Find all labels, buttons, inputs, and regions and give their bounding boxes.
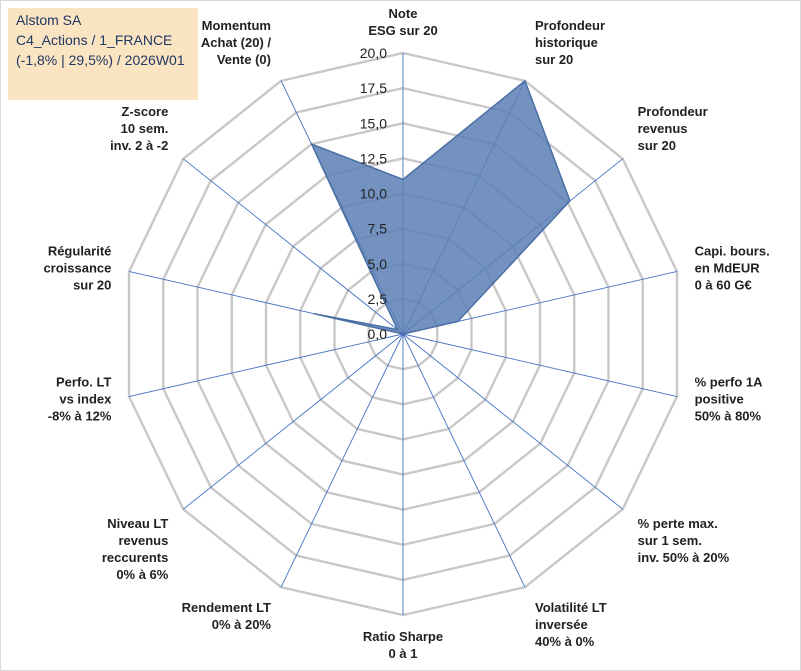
axis-label-13-line-1: Achat (20) / xyxy=(201,35,271,50)
axis-label-1: Profondeur historique sur 20 xyxy=(535,18,605,67)
title-range-week: (-1,8% | 29,5%) / 2026W01 xyxy=(16,52,185,68)
axis-label-7-line-0: Ratio Sharpe xyxy=(363,629,443,644)
axis-label-11-line-0: Régularité xyxy=(48,243,112,258)
axis-label-0-line-0: Note xyxy=(389,6,418,21)
axis-label-11-line-2: sur 20 xyxy=(73,277,111,292)
tick-label-0: 0,0 xyxy=(368,326,388,342)
axis-label-11: Régularité croissance sur 20 xyxy=(43,243,111,292)
axis-label-6-line-2: 40% à 0% xyxy=(535,634,595,649)
title-company: Alstom SA xyxy=(16,12,82,28)
axis-label-5-line-1: sur 1 sem. xyxy=(638,533,702,548)
spoke-5 xyxy=(402,333,623,510)
axis-label-3-line-2: 0 à 60 G€ xyxy=(695,277,752,292)
tick-label-6: 15,0 xyxy=(360,115,387,131)
tick-label-2: 5,0 xyxy=(368,256,388,272)
axis-label-9-line-1: revenus xyxy=(118,533,168,548)
axis-label-4-line-0: % perfo 1A xyxy=(695,375,764,390)
tick-label-7: 17,5 xyxy=(360,80,387,96)
axis-label-2-line-1: revenus xyxy=(638,121,688,136)
axis-label-7: Ratio Sharpe 0 à 1 xyxy=(363,629,443,661)
radar-axis-labels: Note ESG sur 20 Profondeur historique sur 20… xyxy=(43,6,769,661)
spoke-9 xyxy=(183,333,404,510)
axis-label-5: % perte max. sur 1 sem. inv. 50% à 20% xyxy=(638,516,730,565)
radar-series xyxy=(310,79,571,335)
axis-label-11-line-1: croissance xyxy=(43,260,111,275)
axis-label-3-line-0: Capi. bours. xyxy=(695,243,770,258)
axis-label-0: Note ESG sur 20 xyxy=(368,6,437,38)
axis-label-12-line-1: 10 sem. xyxy=(121,121,169,136)
axis-label-2-line-2: sur 20 xyxy=(638,138,676,153)
axis-label-4-line-1: positive xyxy=(695,392,744,407)
axis-label-1-line-0: Profondeur xyxy=(535,18,605,33)
axis-label-12-line-0: Z-score xyxy=(121,104,168,119)
axis-label-6-line-1: inversée xyxy=(535,617,588,632)
axis-label-6-line-0: Volatilité LT xyxy=(535,600,607,615)
tick-label-8: 20,0 xyxy=(360,45,387,61)
axis-label-9-line-0: Niveau LT xyxy=(107,516,168,531)
axis-label-0-line-1: ESG sur 20 xyxy=(368,23,437,38)
axis-label-1-line-2: sur 20 xyxy=(535,52,573,67)
axis-label-9: Niveau LT revenus reccurents 0% à 6% xyxy=(102,516,169,582)
axis-label-9-line-3: 0% à 6% xyxy=(116,567,168,582)
series-area xyxy=(310,79,571,335)
axis-label-8: Rendement LT 0% à 20% xyxy=(182,600,272,632)
chart-title-box: Alstom SA C4_Actions / 1_FRANCE (-1,8% |… xyxy=(8,8,198,100)
axis-label-6: Volatilité LT inversée 40% à 0% xyxy=(535,600,607,649)
axis-label-9-line-2: reccurents xyxy=(102,550,168,565)
tick-label-3: 7,5 xyxy=(368,221,388,237)
spoke-6 xyxy=(402,333,526,588)
axis-label-3: Capi. bours. en MdEUR 0 à 60 G€ xyxy=(695,243,770,292)
axis-label-13: Momentum Achat (20) / Vente (0) xyxy=(201,18,271,67)
axis-label-8-line-0: Rendement LT xyxy=(182,600,271,615)
axis-label-8-line-1: 0% à 20% xyxy=(212,617,272,632)
axis-label-10: Perfo. LT vs index -8% à 12% xyxy=(48,375,112,424)
axis-label-5-line-2: inv. 50% à 20% xyxy=(638,550,730,565)
axis-label-10-line-0: Perfo. LT xyxy=(56,375,111,390)
axis-label-10-line-1: vs index xyxy=(59,392,112,407)
tick-label-4: 10,0 xyxy=(360,186,387,202)
axis-label-13-line-0: Momentum xyxy=(202,18,271,33)
axis-label-4-line-2: 50% à 80% xyxy=(695,409,762,424)
axis-label-13-line-2: Vente (0) xyxy=(217,52,271,67)
axis-label-7-line-1: 0 à 1 xyxy=(389,646,418,661)
axis-label-4: % perfo 1A positive 50% à 80% xyxy=(695,375,764,424)
axis-label-1-line-1: historique xyxy=(535,35,598,50)
axis-label-2-line-0: Profondeur xyxy=(638,104,708,119)
spoke-8 xyxy=(280,333,404,588)
axis-label-12: Z-score 10 sem. inv. 2 à -2 xyxy=(110,104,168,153)
tick-label-1: 2,5 xyxy=(368,291,388,307)
axis-label-10-line-2: -8% à 12% xyxy=(48,409,112,424)
spoke-4 xyxy=(402,333,678,397)
axis-label-3-line-1: en MdEUR xyxy=(695,260,761,275)
axis-label-2: Profondeur revenus sur 20 xyxy=(638,104,708,153)
title-category: C4_Actions / 1_FRANCE xyxy=(16,32,173,48)
radar-tick-labels: 0,0 2,5 5,0 7,5 10,0 12,5 15,0 17,5 20,0 xyxy=(360,45,387,342)
axis-label-12-line-2: inv. 2 à -2 xyxy=(110,138,168,153)
spoke-12 xyxy=(183,158,404,335)
axis-label-5-line-0: % perte max. xyxy=(638,516,718,531)
spoke-10 xyxy=(128,333,404,397)
tick-label-5: 12,5 xyxy=(360,150,387,166)
